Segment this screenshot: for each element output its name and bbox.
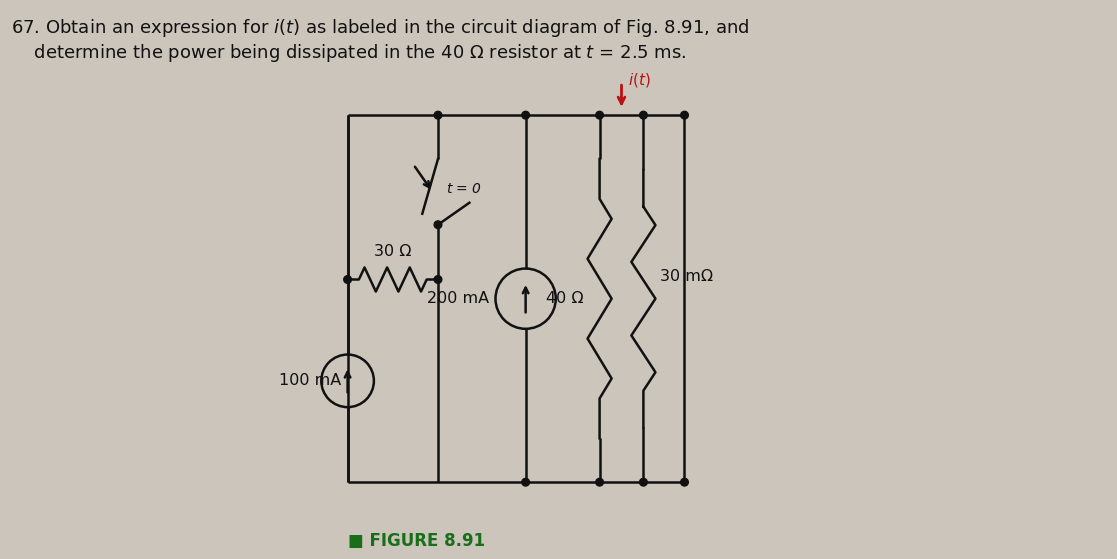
Circle shape bbox=[435, 111, 442, 119]
Text: 67. Obtain an expression for $i(t)$ as labeled in the circuit diagram of Fig. 8.: 67. Obtain an expression for $i(t)$ as l… bbox=[11, 17, 750, 64]
Text: $i(t)$: $i(t)$ bbox=[628, 70, 651, 88]
Text: ■ FIGURE 8.91: ■ FIGURE 8.91 bbox=[347, 532, 485, 549]
Text: 200 mA: 200 mA bbox=[427, 291, 489, 306]
Circle shape bbox=[595, 111, 603, 119]
Circle shape bbox=[680, 479, 688, 486]
Circle shape bbox=[344, 276, 352, 283]
Circle shape bbox=[595, 479, 603, 486]
Text: $t$ = 0: $t$ = 0 bbox=[446, 182, 483, 196]
Circle shape bbox=[522, 479, 529, 486]
Circle shape bbox=[435, 221, 442, 229]
Circle shape bbox=[680, 111, 688, 119]
Circle shape bbox=[640, 479, 647, 486]
Circle shape bbox=[522, 111, 529, 119]
Text: 30 Ω: 30 Ω bbox=[374, 244, 411, 259]
Text: 30 mΩ: 30 mΩ bbox=[660, 269, 713, 285]
Text: 40 Ω: 40 Ω bbox=[545, 291, 583, 306]
Circle shape bbox=[435, 276, 442, 283]
Text: 100 mA: 100 mA bbox=[279, 373, 341, 389]
Circle shape bbox=[640, 111, 647, 119]
